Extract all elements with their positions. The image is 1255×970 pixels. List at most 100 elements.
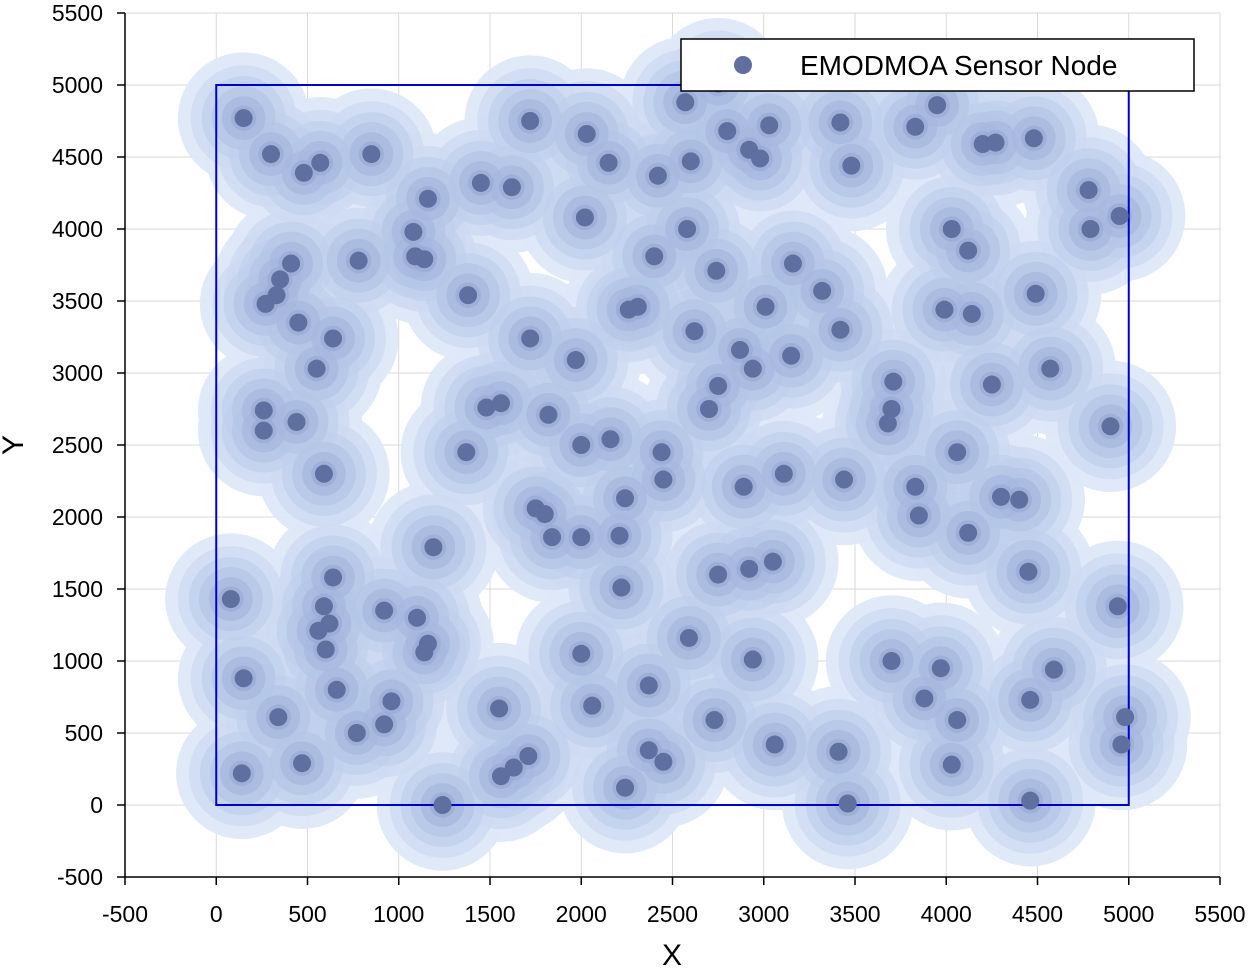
sensor-node-point [601, 430, 620, 449]
sensor-node-point [316, 640, 335, 659]
sensor-node-point [583, 696, 602, 715]
y-tick-label: 3500 [52, 288, 103, 314]
sensor-node-point [942, 755, 961, 774]
x-tick-label: 2500 [647, 901, 698, 927]
sensor-node-point [1024, 129, 1043, 148]
sensor-node-point [349, 251, 368, 270]
sensor-node-point [906, 477, 925, 496]
sensor-node-point [831, 113, 850, 132]
x-tick-label: 2000 [556, 901, 607, 927]
sensor-node-point [616, 489, 635, 508]
sensor-node-point [915, 689, 934, 708]
sensor-node-point [539, 405, 558, 424]
sensor-node-point [504, 758, 523, 777]
sensor-node-point [457, 443, 476, 462]
sensor-node-point [418, 189, 437, 208]
sensor-node-point [1112, 735, 1131, 754]
sensor-node-point [232, 764, 251, 783]
coverage-layer-5 [208, 61, 1147, 827]
sensor-node-point [1041, 359, 1060, 378]
sensor-node-point [884, 372, 903, 391]
sensor-node-point [959, 241, 978, 260]
sensor-node-point [415, 250, 434, 269]
sensor-node-point [375, 715, 394, 734]
sensor-node-point [931, 659, 950, 678]
sensor-node-point [324, 329, 343, 348]
sensor-node-point [962, 304, 981, 323]
sensor-node-point [982, 375, 1001, 394]
sensor-node-point [347, 724, 366, 742]
sensor-node-point [906, 117, 925, 136]
y-tick-label: 2000 [52, 504, 103, 530]
y-tick-label: 5500 [52, 0, 103, 26]
sensor-node-point [362, 145, 381, 164]
y-tick-label: 4500 [52, 144, 103, 170]
sensor-node-point [882, 400, 901, 418]
sensor-node-point [267, 286, 286, 305]
legend-marker [734, 56, 752, 74]
sensor-node-point [221, 590, 240, 609]
sensor-node-point [681, 152, 700, 171]
sensor-node-point [471, 173, 490, 192]
x-tick-label: 4000 [921, 901, 972, 927]
sensor-node-point [639, 676, 658, 695]
sensor-node-point [740, 559, 759, 578]
sensor-node-point [948, 443, 967, 462]
sensor-node-point [327, 680, 346, 699]
deployment-area-border [215, 84, 1130, 806]
legend: EMODMOA Sensor Node [680, 38, 1195, 92]
sensor-node-point [1021, 690, 1040, 709]
sensor-node-point [959, 523, 978, 542]
legend-box [680, 38, 1195, 92]
sensor-node-point [612, 578, 631, 597]
sensor-node-point [1116, 708, 1135, 727]
sensor-node-point [707, 261, 726, 280]
sensor-node-point [743, 650, 762, 669]
sensor-node-point [577, 124, 596, 143]
sensor-node-point [678, 220, 697, 238]
sensor-node-point [751, 149, 770, 168]
plot-area [165, 17, 1191, 871]
sensor-node-point [928, 96, 947, 115]
sensor-node-point [1079, 181, 1098, 200]
sensor-node-point [311, 153, 330, 172]
sensor-node-point [774, 464, 793, 483]
sensor-node-point [572, 528, 591, 547]
sensor-node-point [404, 222, 423, 241]
y-tick-label: 1500 [52, 576, 103, 602]
sensor-node-point [1110, 207, 1129, 226]
sensor-node-point [882, 652, 901, 670]
y-tick-label: 3000 [52, 360, 103, 386]
sensor-node-point [676, 93, 695, 112]
sensor-node-point [502, 178, 521, 197]
sensor-node-point [282, 254, 301, 273]
sensor-node-point [375, 601, 394, 620]
sensor-node-point [765, 735, 784, 754]
sensor-node-point [831, 320, 850, 339]
sensor-node-point [935, 300, 954, 319]
x-tick-label: 3500 [829, 901, 880, 927]
x-tick-label: -500 [102, 901, 148, 927]
sensor-node-point [1026, 284, 1045, 303]
sensor-node-point [287, 412, 306, 431]
sensor-node-point [709, 376, 728, 395]
sensor-node-point [813, 281, 832, 300]
sensor-node-point [314, 597, 333, 616]
sensor-node-point [271, 270, 290, 289]
sensor-node-point [648, 166, 667, 185]
sensor-node-point [519, 747, 538, 766]
sensor-node-point [1010, 490, 1029, 509]
sensor-nodes [221, 74, 1135, 814]
sensor-node-point [838, 794, 857, 813]
sensor-node-point [459, 286, 478, 305]
x-tick-label: 5000 [1103, 901, 1154, 927]
sensor-node-point [477, 398, 496, 417]
y-tick-label: 4000 [52, 216, 103, 242]
sensor-node-point [324, 568, 343, 587]
sensor-node-point [599, 153, 618, 172]
y-tick-label: 0 [90, 792, 103, 818]
axes: -500 0 500 1000 1500 2000 2500 3000 3500 4000 4500… [52, 0, 1246, 927]
sensor-node-point [654, 752, 673, 771]
sensor-node-point [992, 487, 1010, 506]
y-axis-title: Y [0, 435, 30, 455]
